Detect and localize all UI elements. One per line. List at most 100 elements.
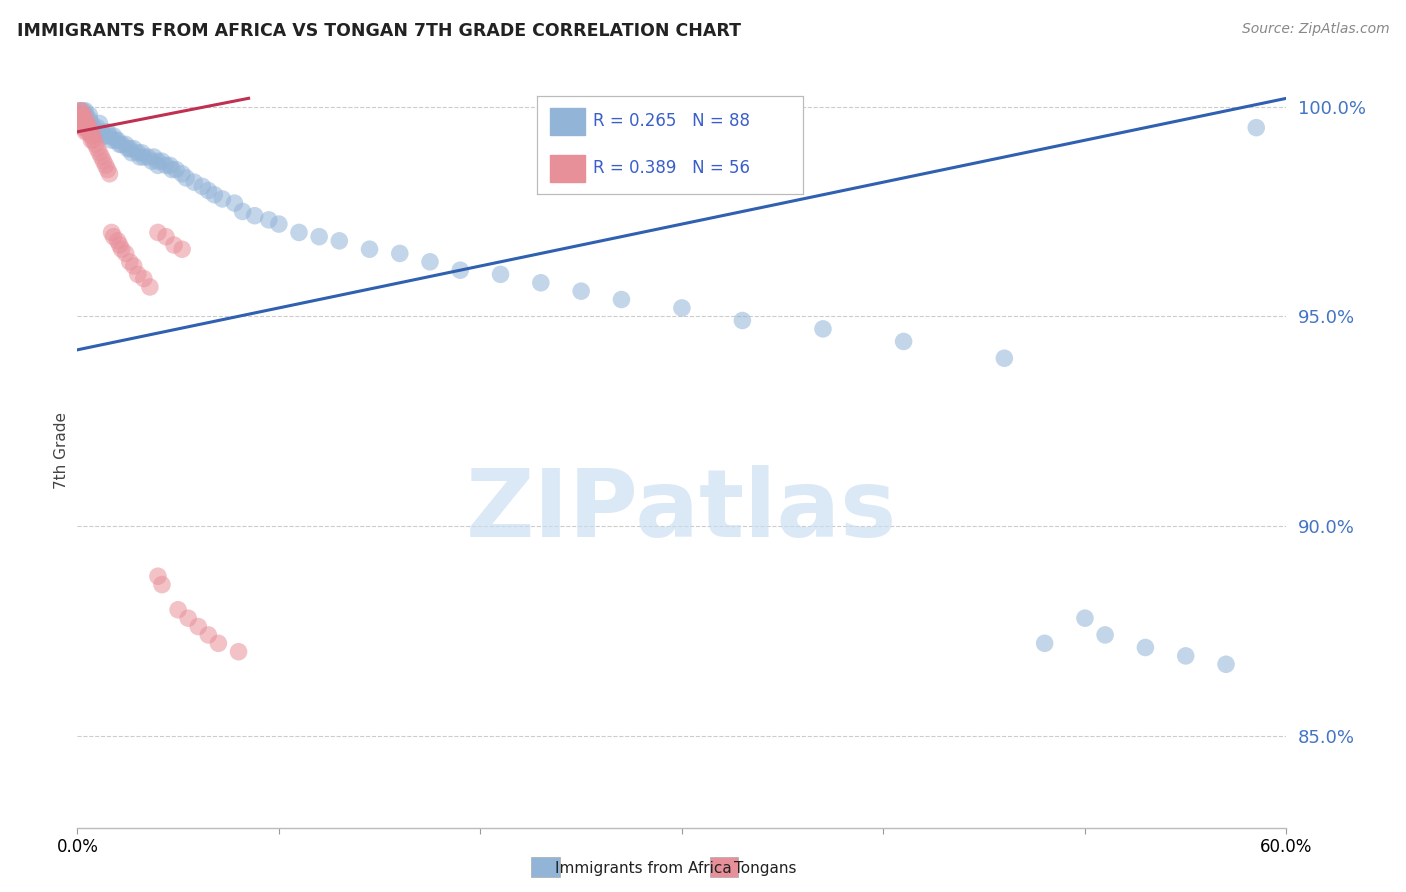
Text: Immigrants from Africa: Immigrants from Africa [555, 862, 733, 876]
Point [1246, 120, 1268, 135]
Point [103, 229, 125, 244]
Point [90, 125, 112, 139]
Point [232, 204, 254, 219]
Point [155, 229, 177, 244]
Text: ZIPatlas: ZIPatlas [467, 465, 897, 557]
Point [67, 108, 90, 122]
Point [1174, 648, 1197, 663]
Point [146, 569, 169, 583]
Point [122, 259, 145, 273]
Point [243, 209, 266, 223]
Point [183, 175, 205, 189]
Point [131, 145, 153, 160]
Point [128, 150, 150, 164]
Point [76, 116, 98, 130]
Point [75, 112, 97, 127]
Point [75, 125, 97, 139]
Point [257, 212, 280, 227]
Y-axis label: 7th Grade: 7th Grade [53, 412, 69, 489]
Point [98, 167, 121, 181]
Point [172, 242, 194, 256]
Point [197, 628, 219, 642]
Text: Source: ZipAtlas.com: Source: ZipAtlas.com [1241, 22, 1389, 37]
Point [419, 254, 441, 268]
Point [139, 280, 162, 294]
Point [75, 116, 97, 130]
Point [160, 162, 183, 177]
Point [76, 125, 98, 139]
Point [167, 603, 190, 617]
Point [132, 271, 155, 285]
Point [731, 313, 754, 327]
Point [811, 322, 834, 336]
Point [118, 254, 141, 268]
Point [75, 116, 97, 130]
Point [67, 103, 90, 118]
Point [141, 154, 163, 169]
Point [163, 238, 186, 252]
Text: Tongans: Tongans [734, 862, 796, 876]
Point [86, 142, 108, 156]
Point [104, 133, 127, 147]
Point [67, 108, 90, 122]
Point [202, 187, 225, 202]
Point [96, 125, 118, 139]
Point [76, 116, 98, 130]
Point [107, 133, 129, 147]
Point [146, 158, 169, 172]
Point [187, 619, 209, 633]
Point [70, 112, 93, 127]
Point [93, 154, 115, 169]
Point [79, 108, 101, 122]
Point [84, 137, 107, 152]
Point [267, 217, 290, 231]
Point [107, 234, 129, 248]
Point [82, 133, 104, 147]
Point [70, 103, 93, 118]
Point [146, 226, 169, 240]
Point [67, 103, 90, 118]
Point [93, 128, 115, 143]
Point [1215, 657, 1237, 672]
Point [150, 154, 173, 169]
Point [80, 120, 103, 135]
Point [70, 112, 93, 127]
Point [70, 116, 93, 130]
Point [100, 226, 122, 240]
Point [108, 238, 131, 252]
Point [90, 150, 112, 164]
Point [165, 162, 187, 177]
Point [111, 242, 134, 256]
Point [174, 170, 197, 185]
Point [70, 103, 93, 118]
Point [79, 125, 101, 139]
Point [569, 284, 592, 298]
Text: IMMIGRANTS FROM AFRICA VS TONGAN 7TH GRADE CORRELATION CHART: IMMIGRANTS FROM AFRICA VS TONGAN 7TH GRA… [17, 22, 741, 40]
Point [70, 116, 93, 130]
Point [72, 103, 94, 118]
Point [89, 116, 111, 130]
Point [155, 158, 177, 172]
Point [80, 133, 103, 147]
Point [142, 150, 165, 164]
Point [121, 145, 143, 160]
Point [79, 112, 101, 127]
Point [114, 137, 136, 152]
Point [76, 120, 98, 135]
Point [993, 351, 1015, 366]
Point [111, 137, 134, 152]
Point [103, 128, 125, 143]
Point [100, 133, 122, 147]
Point [127, 145, 149, 160]
Point [75, 108, 97, 122]
Point [224, 196, 246, 211]
Point [76, 112, 98, 127]
Point [114, 246, 136, 260]
Point [207, 636, 229, 650]
Point [82, 128, 104, 143]
Point [1033, 636, 1056, 650]
Point [75, 120, 97, 135]
Point [67, 112, 90, 127]
Point [86, 120, 108, 135]
Point [159, 158, 181, 172]
